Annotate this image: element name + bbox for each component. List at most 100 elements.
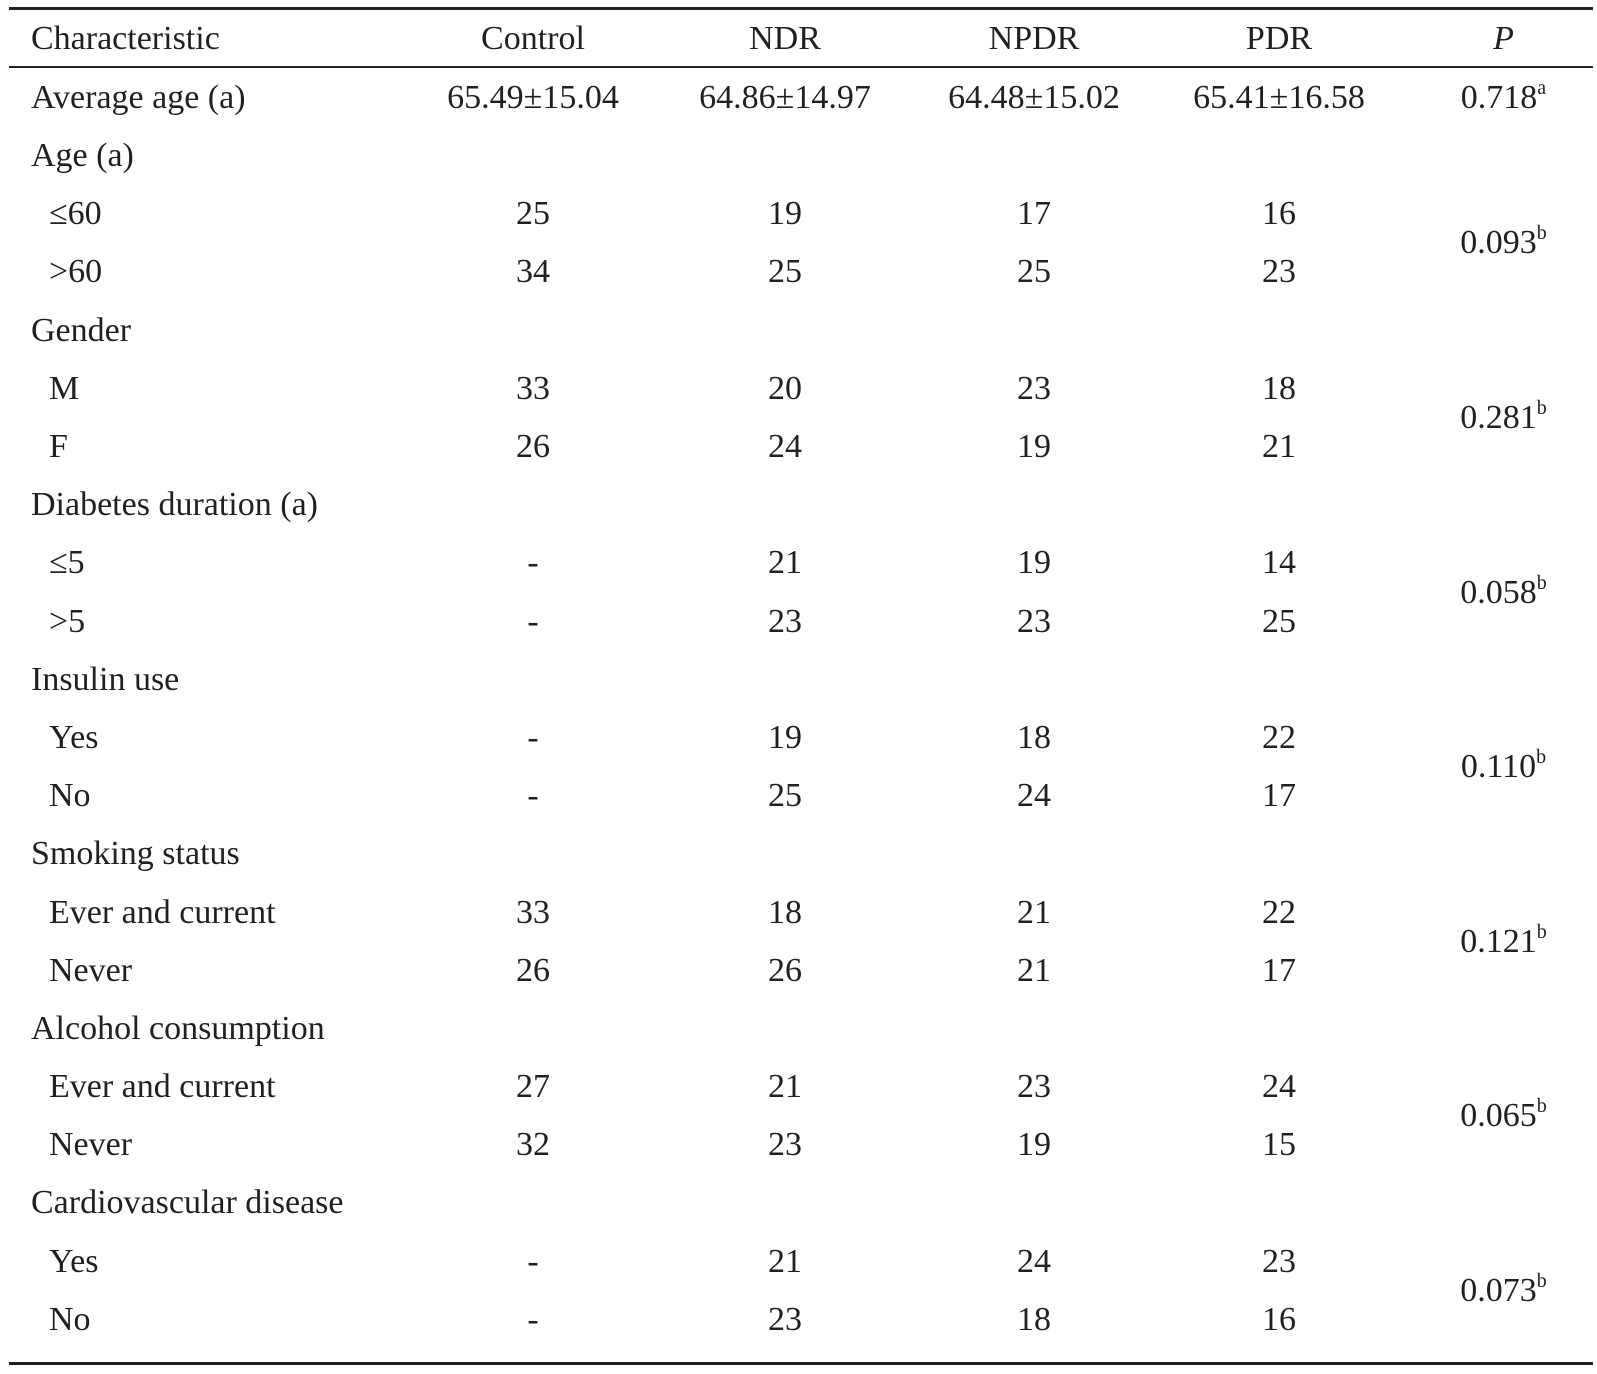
cell-ndr: 64.86±14.97 [699, 79, 871, 116]
cell-ndr: 23 [768, 1126, 802, 1164]
group-label: Cardiovascular disease [31, 1184, 344, 1222]
column-header-p: P [1493, 19, 1514, 57]
p-value-superscript: b [1536, 920, 1547, 943]
p-value-text: 0.718 [1460, 79, 1538, 116]
cell-control: 33 [516, 369, 550, 407]
cell-pdr: 25 [1262, 602, 1296, 640]
cell-npdr: 23 [1017, 369, 1051, 407]
row-label: >60 [49, 253, 103, 291]
column-header-npdr: NPDR [988, 19, 1080, 57]
p-value-superscript: b [1536, 396, 1547, 419]
cell-npdr: 23 [1017, 1068, 1051, 1106]
table-row-group-header: Age (a) [9, 127, 1593, 185]
table-row-average-age: Average age (a) 65.49±15.04 64.86±14.97 … [9, 67, 1593, 127]
row-label: ≤5 [49, 544, 85, 582]
row-label: F [49, 428, 68, 466]
cell-ndr: 24 [768, 428, 802, 466]
row-label: Never [49, 1126, 133, 1164]
cell-control: - [527, 777, 539, 815]
group-label: Insulin use [31, 660, 180, 698]
row-label: Yes [49, 1242, 99, 1280]
cell-npdr: 21 [1017, 951, 1051, 989]
cell-ndr: 25 [768, 253, 802, 291]
row-label: No [49, 1300, 91, 1338]
cell-npdr: 24 [1017, 777, 1051, 815]
table-row: Ever and current 27 21 23 24 0.065b [9, 1058, 1593, 1134]
p-value-superscript: b [1536, 222, 1547, 245]
cell-npdr: 17 [1017, 195, 1051, 233]
table-row: >5 - 23 23 25 [9, 593, 1593, 651]
row-label: Ever and current [49, 1068, 276, 1106]
header-row: Characteristic Control NDR NPDR PDR P [9, 10, 1593, 67]
header-rule [9, 66, 1593, 68]
p-value-superscript: b [1536, 571, 1547, 594]
table-row: ≤60 25 19 17 16 0.093b [9, 185, 1593, 261]
table-row: No - 25 24 17 [9, 767, 1593, 825]
cell-pdr: 16 [1262, 195, 1296, 233]
cell-npdr: 18 [1017, 718, 1051, 756]
p-value-text: 0.058 [1460, 573, 1537, 611]
cell-control: 26 [516, 428, 550, 466]
cell-pdr: 17 [1262, 951, 1296, 989]
table-row-group-header: Insulin use [9, 651, 1593, 709]
group-label: Smoking status [31, 835, 240, 873]
cell-npdr: 24 [1017, 1242, 1051, 1280]
p-value-text: 0.110 [1460, 748, 1537, 786]
p-value-superscript: b [1536, 1269, 1547, 1292]
cell-pdr: 16 [1262, 1300, 1296, 1338]
cell-pdr: 65.41±16.58 [1193, 79, 1365, 116]
cell-pdr: 22 [1262, 718, 1296, 756]
p-value-text: 0.121 [1460, 922, 1537, 960]
cell-p-value: 0.073b [1414, 1233, 1593, 1349]
cell-control: - [527, 602, 539, 640]
cell-p-value: 0.093b [1414, 185, 1593, 301]
cell-pdr: 15 [1262, 1126, 1296, 1164]
p-value-text: 0.281 [1460, 398, 1537, 436]
cell-pdr: 24 [1262, 1068, 1296, 1106]
cell-p-value: 0.718a [1414, 67, 1593, 127]
characteristics-table: Characteristic Control NDR NPDR PDR P Av… [9, 10, 1593, 1349]
cell-ndr: 21 [768, 1068, 802, 1106]
cell-control: 25 [516, 195, 550, 233]
table-row-group-header: Diabetes duration (a) [9, 476, 1593, 534]
cell-p-value: 0.281b [1414, 360, 1593, 476]
cell-ndr: 18 [768, 893, 802, 931]
row-label: Yes [49, 718, 99, 756]
cell-pdr: 22 [1262, 893, 1296, 931]
cell-control: - [527, 544, 539, 582]
cell-ndr: 21 [768, 1242, 802, 1280]
row-label: >5 [49, 602, 86, 640]
cell-pdr: 17 [1262, 777, 1296, 815]
p-value-superscript: a [1537, 77, 1547, 99]
cell-p-value: 0.065b [1414, 1058, 1593, 1174]
cell-p-value: 0.121b [1414, 883, 1593, 999]
row-label: No [49, 777, 91, 815]
cell-ndr: 19 [768, 718, 802, 756]
cell-control: 32 [516, 1126, 550, 1164]
group-label: Diabetes duration (a) [31, 486, 318, 524]
row-label: M [49, 369, 80, 407]
table-row-group-header: Cardiovascular disease [9, 1174, 1593, 1232]
p-value-text: 0.073 [1460, 1271, 1537, 1309]
table-row-group-header: Gender [9, 302, 1593, 360]
table-row: Never 26 26 21 17 [9, 942, 1593, 1000]
cell-control: - [527, 1242, 539, 1280]
p-value-superscript: b [1536, 746, 1547, 769]
table-row: Yes - 19 18 22 0.110b [9, 709, 1593, 785]
table-row: No - 23 18 16 [9, 1291, 1593, 1349]
table-row: F 26 24 19 21 [9, 418, 1593, 476]
group-label: Gender [31, 311, 132, 349]
cell-npdr: 18 [1017, 1300, 1051, 1338]
cell-npdr: 19 [1017, 1126, 1051, 1164]
cell-npdr: 19 [1017, 428, 1051, 466]
cell-ndr: 19 [768, 195, 802, 233]
table-row: Ever and current 33 18 21 22 0.121b [9, 883, 1593, 960]
column-header-ndr: NDR [749, 19, 821, 57]
cell-ndr: 21 [768, 544, 802, 582]
cell-pdr: 14 [1262, 544, 1296, 582]
cell-control: 33 [516, 893, 550, 931]
cell-pdr: 23 [1262, 1242, 1296, 1280]
row-label: Never [49, 951, 133, 989]
table-row: M 33 20 23 18 0.281b [9, 360, 1593, 436]
